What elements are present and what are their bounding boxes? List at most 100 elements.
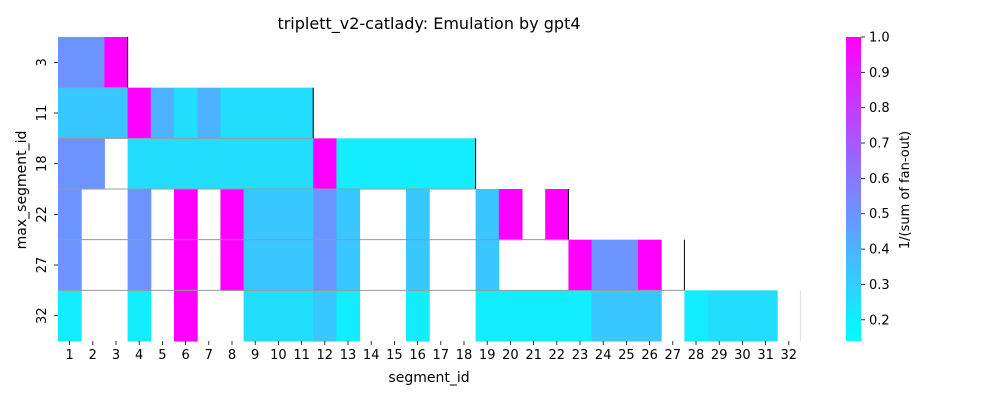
colorbar-tick-label: 0.2 xyxy=(869,313,890,328)
heatmap-cell xyxy=(290,138,314,190)
heatmap-cell xyxy=(58,239,82,291)
heatmap-cell xyxy=(81,37,105,89)
heatmap-cell xyxy=(104,37,129,89)
y-tick-label: 18 xyxy=(35,155,50,172)
heatmap-cell xyxy=(290,189,314,241)
chart-title: triplett_v2-catlady: Emulation by gpt4 xyxy=(277,14,580,34)
heatmap-cell xyxy=(243,239,268,291)
heatmap-cell xyxy=(150,87,175,139)
colorbar xyxy=(846,37,861,341)
x-tick-label: 24 xyxy=(595,348,612,363)
heatmap-cell xyxy=(498,290,523,342)
heatmap-cell xyxy=(220,239,245,291)
heatmap-cell xyxy=(127,290,152,342)
heatmap-cell xyxy=(336,189,361,241)
heatmap-cell xyxy=(336,239,361,291)
x-tick-label: 31 xyxy=(757,348,774,363)
heatmap-cell xyxy=(313,239,337,291)
heatmap-cell xyxy=(290,239,314,291)
x-tick-label: 29 xyxy=(711,348,728,363)
x-tick-label: 7 xyxy=(205,348,213,363)
heatmap-cell xyxy=(266,138,291,190)
heatmap-cell xyxy=(58,87,82,139)
x-tick-label: 27 xyxy=(665,348,682,363)
row-separators xyxy=(58,37,801,342)
heatmap-cell xyxy=(220,189,245,241)
heatmap-cell xyxy=(406,290,430,342)
heatmap-cell xyxy=(266,239,291,291)
y-tick-label: 11 xyxy=(35,105,50,122)
x-tick-label: 10 xyxy=(270,348,287,363)
colorbar-ticks: 0.2 0.3 0.4 0.5 0.6 0.7 0.8 0.9 1.0 xyxy=(861,31,890,328)
y-axis-label: max_segment_id xyxy=(14,131,30,250)
heatmap-cells xyxy=(58,37,778,342)
x-tick-label: 3 xyxy=(112,348,120,363)
heatmap-cell xyxy=(359,138,384,190)
x-tick-label: 17 xyxy=(433,348,450,363)
x-tick-label: 16 xyxy=(409,348,426,363)
heatmap-cell xyxy=(406,189,430,241)
heatmap-cell xyxy=(336,138,361,190)
x-tick-label: 18 xyxy=(456,348,473,363)
heatmap-cell xyxy=(452,138,477,190)
x-tick-label: 28 xyxy=(688,348,705,363)
y-tick-label: 3 xyxy=(35,58,50,66)
heatmap-cell xyxy=(266,87,291,139)
heatmap-cell xyxy=(127,87,152,139)
heatmap-cell xyxy=(313,189,337,241)
heatmap-cell xyxy=(475,189,500,241)
heatmap-cell xyxy=(243,189,268,241)
heatmap-cell xyxy=(197,87,221,139)
heatmap-cell xyxy=(591,290,616,342)
x-axis-label: segment_id xyxy=(388,370,469,386)
x-tick-label: 26 xyxy=(641,348,658,363)
y-tick-label: 27 xyxy=(35,257,50,274)
heatmap-cell xyxy=(754,290,778,342)
x-tick-label: 4 xyxy=(135,348,143,363)
heatmap-cell xyxy=(81,138,105,190)
heatmap-cell xyxy=(174,239,198,291)
heatmap-cell xyxy=(58,138,82,190)
heatmap-cell xyxy=(568,290,593,342)
heatmap-cell xyxy=(382,138,407,190)
x-tick-label: 30 xyxy=(734,348,751,363)
x-tick-label: 13 xyxy=(340,348,357,363)
heatmap-cell xyxy=(475,239,500,291)
heatmap-cell xyxy=(406,239,430,291)
heatmap-cell xyxy=(591,239,616,291)
colorbar-tick-label: 0.4 xyxy=(869,243,890,258)
heatmap-cell xyxy=(638,239,662,291)
x-tick-label: 1 xyxy=(65,348,73,363)
x-axis-ticks: 1 2 3 4 5 6 7 8 9 10 11 12 13 14 15 16 17 18 19 20 21 22 23 24 2… xyxy=(65,341,797,363)
heatmap-cell xyxy=(522,290,546,342)
heatmap-cell xyxy=(266,189,291,241)
colorbar-tick-label: 0.7 xyxy=(869,137,890,152)
heatmap-cell xyxy=(243,138,268,190)
heatmap-cell xyxy=(127,239,152,291)
heatmap-cell xyxy=(568,239,593,291)
x-tick-label: 6 xyxy=(181,348,189,363)
x-tick-label: 11 xyxy=(293,348,310,363)
x-tick-label: 15 xyxy=(386,348,403,363)
heatmap-cell xyxy=(545,290,569,342)
x-tick-label: 14 xyxy=(363,348,380,363)
x-tick-label: 32 xyxy=(781,348,798,363)
heatmap-cell xyxy=(81,87,105,139)
heatmap-cell xyxy=(406,138,430,190)
heatmap-cell xyxy=(707,290,732,342)
heatmap-cell xyxy=(174,87,198,139)
colorbar-tick-label: 0.5 xyxy=(869,207,890,222)
heatmap-cell xyxy=(545,189,569,241)
x-tick-label: 19 xyxy=(479,348,496,363)
colorbar-tick-label: 0.6 xyxy=(869,172,890,187)
x-tick-label: 23 xyxy=(572,348,589,363)
y-tick-label: 32 xyxy=(35,307,50,324)
heatmap-cell xyxy=(429,138,453,190)
heatmap-cell xyxy=(127,138,152,190)
y-tick-label: 22 xyxy=(35,206,50,223)
colorbar-tick-label: 0.3 xyxy=(869,278,890,293)
heatmap-cell xyxy=(266,290,291,342)
heatmap-cell xyxy=(174,189,198,241)
heatmap-cell xyxy=(313,290,337,342)
